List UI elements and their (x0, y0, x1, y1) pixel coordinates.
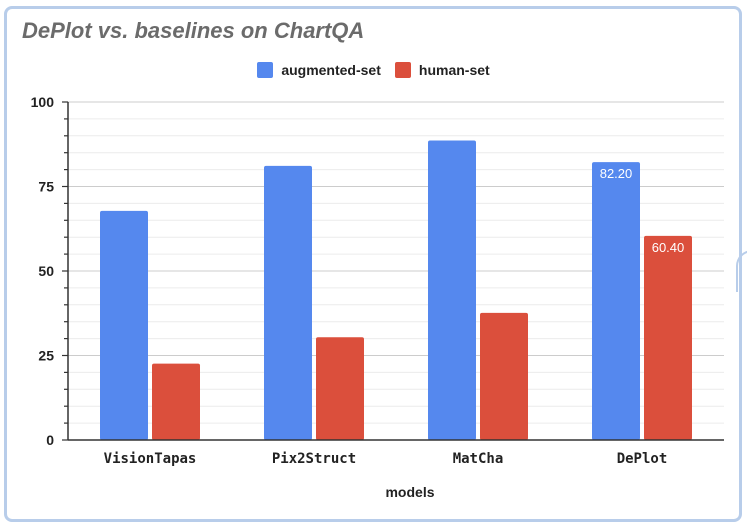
chart-title: DePlot vs. baselines on ChartQA (22, 18, 365, 43)
x-tick-label: VisionTapas (104, 451, 197, 467)
bar-augmented-set-Pix2Struct (264, 165, 312, 440)
bar-human-set-VisionTapas (152, 363, 200, 440)
y-tick-label: 100 (31, 94, 55, 110)
y-tick-label: 75 (38, 179, 54, 195)
bar-human-set-MatCha (480, 312, 528, 440)
tick-labels: 0 25 50 75 100 VisionTapas Pix2Struct MatCha DeP… (31, 94, 668, 467)
chart-legend: augmented-set human-set (0, 62, 747, 78)
legend-label-augmented-set: augmented-set (281, 62, 381, 78)
bar-augmented-set-VisionTapas (100, 210, 148, 440)
x-tick-label: MatCha (453, 451, 504, 467)
y-tick-label: 0 (46, 432, 54, 448)
legend-item-augmented-set: augmented-set (257, 62, 381, 78)
x-tick-label: DePlot (617, 451, 668, 467)
data-label-human-set-DePlot: 60.40 (652, 240, 685, 255)
bar-human-set-Pix2Struct (316, 337, 364, 440)
legend-swatch-human-set (394, 62, 411, 78)
y-tick-label: 25 (38, 348, 54, 364)
bar-augmented-set-DePlot (592, 162, 640, 440)
y-tick-label: 50 (38, 263, 54, 279)
bar-human-set-DePlot (644, 235, 692, 440)
x-axis-label: models (385, 484, 434, 500)
data-label-augmented-set-DePlot: 82.20 (600, 166, 633, 181)
x-tick-label: Pix2Struct (272, 451, 356, 467)
bars: 82.20 60.40 (100, 140, 692, 441)
legend-item-human-set: human-set (394, 62, 490, 78)
bar-augmented-set-MatCha (428, 140, 476, 441)
axes (62, 101, 724, 441)
legend-label-human-set: human-set (418, 62, 490, 78)
legend-swatch-augmented-set (257, 62, 274, 78)
